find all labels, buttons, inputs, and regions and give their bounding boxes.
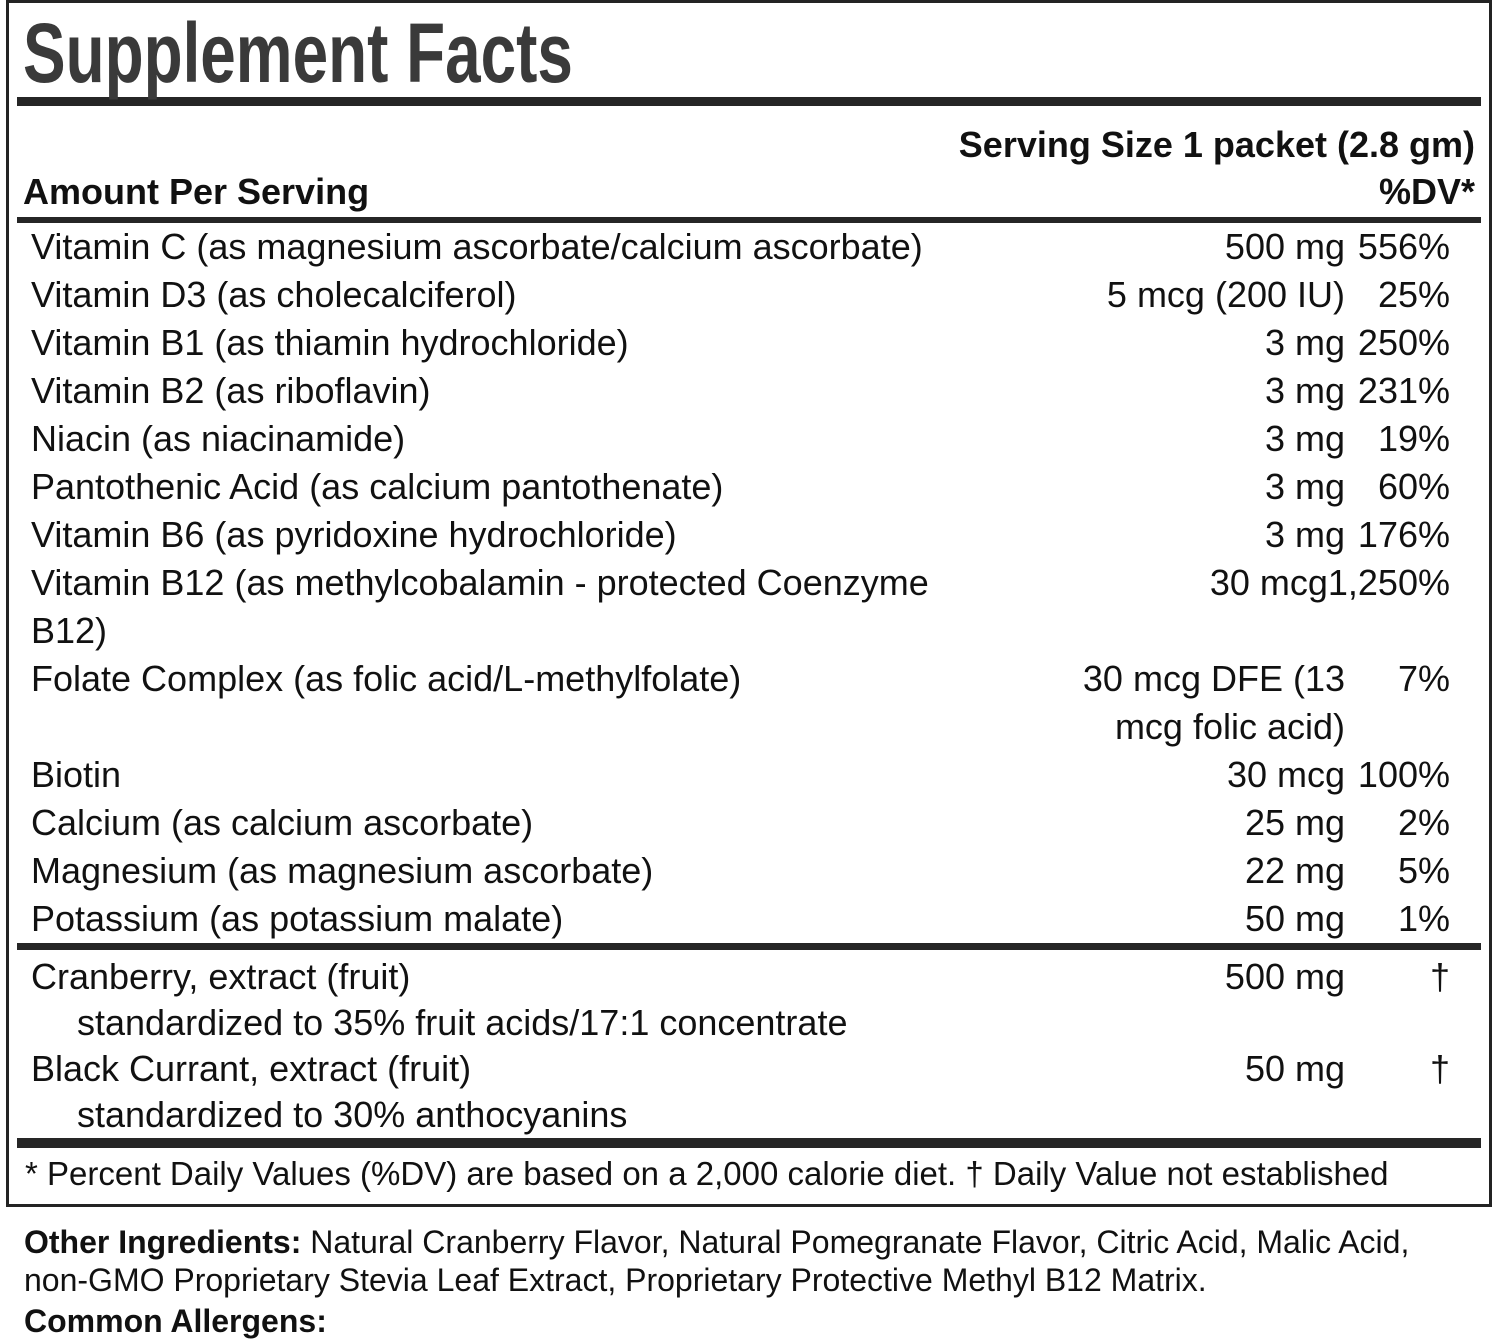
other-ingredients-paragraph: Other Ingredients: Natural Cranberry Fla… [24, 1223, 1464, 1299]
nutrient-name: Vitamin B1 (as thiamin hydrochloride) [31, 322, 629, 363]
below-panel-section: Other Ingredients: Natural Cranberry Fla… [0, 1223, 1498, 1341]
nutrient-row: Potassium (as potassium malate) 50 mg 1% [23, 895, 1475, 943]
botanical-standardization-note: standardized to 35% fruit acids/17:1 con… [77, 1002, 848, 1043]
nutrient-row: Biotin 30 mcg 100% [23, 751, 1475, 799]
botanical-daily-value: † [1429, 956, 1450, 997]
nutrient-name: Calcium (as calcium ascorbate) [31, 802, 534, 843]
botanical-name: Cranberry, extract (fruit) [31, 956, 411, 997]
percent-dv-header: %DV* [1378, 171, 1475, 212]
nutrient-row: Vitamin B6 (as pyridoxine hydrochloride)… [23, 511, 1475, 559]
nutrient-amount: 3 mg [1264, 514, 1345, 555]
botanical-row: Black Currant, extract (fruit) 50 mg † [23, 1046, 1475, 1092]
botanical-name: Black Currant, extract (fruit) [31, 1048, 472, 1089]
nutrient-daily-value: 60% [1377, 466, 1450, 507]
nutrient-name: Biotin [31, 754, 122, 795]
nutrient-name: Magnesium (as magnesium ascorbate) [31, 850, 654, 891]
nutrient-amount: 30 mcg [1226, 754, 1345, 795]
nutrient-amount: 5 mcg (200 IU) [1106, 274, 1345, 315]
nutrient-daily-value: 176% [1357, 514, 1450, 555]
nutrient-amount: 3 mg [1264, 370, 1345, 411]
amount-per-serving-header: Amount Per Serving [23, 171, 370, 212]
botanical-list: Cranberry, extract (fruit) 500 mg † stan… [9, 954, 1489, 1138]
nutrient-name: Pantothenic Acid (as calcium pantothenat… [31, 466, 724, 507]
nutrient-daily-value: 7% [1397, 658, 1450, 699]
nutrient-daily-value: 1,250% [1327, 562, 1450, 603]
column-header-row: Amount Per Serving %DV* [9, 170, 1489, 214]
other-ingredients-label: Other Ingredients: [24, 1224, 302, 1260]
common-allergens-label: Common Allergens: [24, 1303, 327, 1339]
nutrient-daily-value: 250% [1357, 322, 1450, 363]
nutrient-daily-value: 5% [1397, 850, 1450, 891]
nutrient-daily-value: 25% [1377, 274, 1450, 315]
nutrient-daily-value: 2% [1397, 802, 1450, 843]
supplement-facts-panel: Supplement Facts Serving Size 1 packet (… [6, 0, 1492, 1207]
nutrient-name: Vitamin B6 (as pyridoxine hydrochloride) [31, 514, 677, 555]
nutrient-amount: 3 mg [1264, 322, 1345, 363]
nutrient-amount: 30 mcg DFE (13 mcg folic acid) [1082, 658, 1345, 747]
nutrient-row: Folate Complex (as folic acid/L-methylfo… [23, 655, 1475, 751]
nutrient-daily-value: 556% [1357, 226, 1450, 267]
other-ingredients-text: Natural Cranberry Flavor, Natural Pomegr… [24, 1224, 1410, 1298]
nutrient-row: Vitamin C (as magnesium ascorbate/calciu… [23, 223, 1475, 271]
nutrient-daily-value: 19% [1377, 418, 1450, 459]
nutrient-amount: 50 mg [1244, 898, 1345, 939]
nutrient-row: Vitamin D3 (as cholecalciferol) 5 mcg (2… [23, 271, 1475, 319]
botanical-amount: 50 mg [1244, 1048, 1345, 1089]
nutrient-name: Potassium (as potassium malate) [31, 898, 564, 939]
botanical-daily-value: † [1429, 1048, 1450, 1089]
divider-before-botanicals [17, 943, 1481, 950]
botanical-standardization-note: standardized to 30% anthocyanins [77, 1094, 628, 1135]
nutrient-row: Calcium (as calcium ascorbate) 25 mg 2% [23, 799, 1475, 847]
panel-title: Supplement Facts [23, 6, 573, 100]
nutrient-amount: 3 mg [1264, 466, 1345, 507]
nutrient-daily-value: 231% [1357, 370, 1450, 411]
nutrient-amount: 25 mg [1244, 802, 1345, 843]
nutrient-row: Vitamin B12 (as methylcobalamin - protec… [23, 559, 1475, 655]
divider-thick-bottom [17, 1138, 1481, 1148]
nutrient-row: Vitamin B1 (as thiamin hydrochloride) 3 … [23, 319, 1475, 367]
nutrient-daily-value: 1% [1397, 898, 1450, 939]
nutrient-name: Niacin (as niacinamide) [31, 418, 406, 459]
nutrient-name: Vitamin D3 (as cholecalciferol) [31, 274, 517, 315]
nutrient-amount: 3 mg [1264, 418, 1345, 459]
nutrient-row: Magnesium (as magnesium ascorbate) 22 mg… [23, 847, 1475, 895]
nutrient-row: Pantothenic Acid (as calcium pantothenat… [23, 463, 1475, 511]
daily-value-footnote: * Percent Daily Values (%DV) are based o… [25, 1155, 1389, 1192]
nutrient-amount: 500 mg [1224, 226, 1345, 267]
serving-size-text: Serving Size 1 packet (2.8 gm) [958, 124, 1475, 165]
nutrient-name: Vitamin B2 (as riboflavin) [31, 370, 431, 411]
nutrient-name: Vitamin B12 (as methylcobalamin - protec… [31, 562, 929, 651]
nutrient-amount: 22 mg [1244, 850, 1345, 891]
nutrient-name: Vitamin C (as magnesium ascorbate/calciu… [31, 226, 923, 267]
divider-thick-top [17, 97, 1481, 106]
nutrient-daily-value: 100% [1357, 754, 1450, 795]
botanical-row: Cranberry, extract (fruit) 500 mg † [23, 954, 1475, 1000]
nutrient-amount: 30 mcg [1209, 562, 1328, 603]
botanical-amount: 500 mg [1224, 956, 1345, 997]
nutrient-name: Folate Complex (as folic acid/L-methylfo… [31, 658, 742, 699]
divider-under-header [17, 217, 1481, 223]
nutrient-list: Vitamin C (as magnesium ascorbate/calciu… [9, 223, 1489, 943]
nutrient-row: Vitamin B2 (as riboflavin) 3 mg 231% [23, 367, 1475, 415]
nutrient-row: Niacin (as niacinamide) 3 mg 19% [23, 415, 1475, 463]
